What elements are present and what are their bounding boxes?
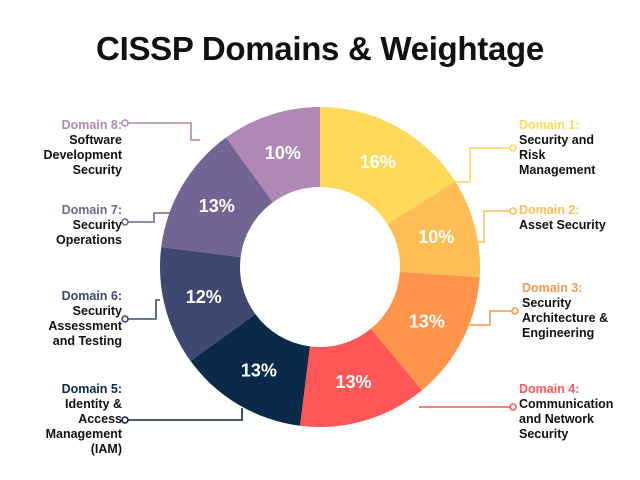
legend-label-domain-4: Domain 4: Communication and Network Secu…	[519, 382, 613, 442]
connector-dot-domain-5	[121, 416, 129, 424]
connector-line-domain-1	[453, 147, 513, 183]
domain-6-name: Security Assessment and Testing	[48, 304, 122, 348]
connector-line-domain-7	[125, 212, 175, 223]
connector-dot-domain-3	[511, 307, 519, 315]
slice-label-domain-6: 12%	[186, 287, 222, 307]
slice-label-domain-8: 10%	[265, 143, 301, 163]
slice-label-domain-3: 13%	[409, 311, 445, 331]
legend-label-domain-7: Domain 7: Security Operations	[56, 203, 122, 248]
domain-7-heading: Domain 7:	[61, 203, 122, 217]
connector-dot-domain-4	[509, 403, 517, 411]
slice-domain-8	[225, 107, 320, 203]
connector-line-domain-3	[470, 310, 515, 326]
slice-domain-1	[320, 107, 456, 225]
legend-label-domain-1: Domain 1: Security and Risk Management	[519, 118, 595, 178]
slice-label-domain-1: 16%	[360, 152, 396, 172]
domain-8-heading: Domain 8:	[61, 118, 122, 132]
connector-line-domain-8	[125, 122, 200, 141]
domain-5-name: Identity & Access Management (IAM)	[45, 397, 122, 456]
connector-dot-domain-2	[509, 207, 517, 215]
chart-title: CISSP Domains & Weightage	[96, 30, 544, 67]
legend-label-domain-8: Domain 8: Software Development Security	[44, 118, 123, 178]
slice-label-domain-7: 13%	[199, 196, 235, 216]
legend-label-domain-2: Domain 2: Asset Security	[519, 203, 606, 233]
legend-label-domain-5: Domain 5: Identity & Access Management (…	[46, 382, 122, 457]
connector-line-domain-5	[125, 408, 243, 421]
connector-line-domain-6	[125, 299, 160, 320]
connector-dot-domain-6	[121, 315, 129, 323]
domain-2-name: Asset Security	[519, 218, 606, 232]
slice-domain-2	[387, 181, 480, 278]
connector-dot-domain-8	[121, 119, 129, 127]
connector-line-domain-2	[478, 210, 513, 243]
slice-domain-3	[370, 272, 480, 391]
legend-label-domain-3: Domain 3: Security Architecture & Engine…	[522, 281, 608, 341]
slice-domain-5	[190, 314, 310, 426]
connector-dot-domain-7	[121, 218, 129, 226]
domain-6-heading: Domain 6:	[61, 289, 122, 303]
connector-dot-domain-1	[509, 144, 517, 152]
domain-4-heading: Domain 4:	[519, 382, 580, 396]
domain-3-heading: Domain 3:	[522, 281, 583, 295]
domain-5-heading: Domain 5:	[61, 382, 122, 396]
domain-4-name: Communication and Network Security	[519, 397, 614, 441]
slice-label-domain-2: 10%	[418, 227, 454, 247]
connector-line-domain-4	[419, 406, 513, 408]
domain-3-name: Security Architecture & Engineering	[522, 296, 609, 340]
slice-domain-6	[160, 246, 256, 362]
slice-label-domain-5: 13%	[241, 360, 277, 380]
slice-label-domain-4: 13%	[335, 372, 371, 392]
legend-label-domain-6: Domain 6: Security Assessment and Testin…	[48, 289, 122, 349]
domain-8-name: Software Development Security	[43, 133, 123, 177]
domain-1-heading: Domain 1:	[519, 118, 580, 132]
domain-1-name: Security and Risk Management	[519, 133, 596, 177]
domain-7-name: Security Operations	[56, 218, 122, 247]
slice-domain-4	[299, 328, 422, 427]
domain-2-heading: Domain 2:	[519, 203, 580, 217]
slice-domain-7	[161, 137, 273, 257]
